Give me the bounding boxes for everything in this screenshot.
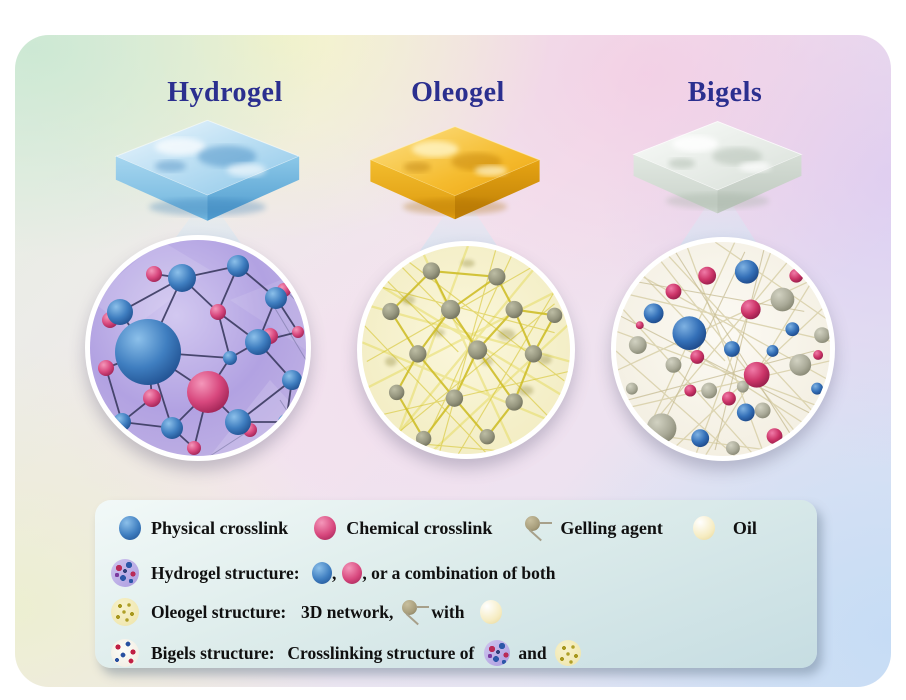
- hydrogel-row-label: Hydrogel structure:: [151, 562, 304, 583]
- bigels-network-illustration: [616, 242, 830, 456]
- oleogel-row-label: Oleogel structure:: [151, 601, 296, 622]
- bigels-row-label: Bigels structure:: [151, 642, 284, 663]
- bigels-structure-circle: [611, 237, 835, 461]
- chemical-crosslink-label: Chemical crosslink: [346, 517, 493, 538]
- oleogel-slab-illustration: [369, 126, 541, 220]
- hydrogel-row-suffix: , or a combination of both: [362, 562, 556, 583]
- bigels-row-oleogel-mini-icon: [554, 640, 581, 666]
- physical-crosslink-icon: [119, 516, 141, 540]
- hydrogel-row-comma: ,: [331, 562, 337, 583]
- oleogel-row-gelling-agent-icon: [399, 597, 431, 627]
- oleogel-structure-circle: [357, 241, 575, 459]
- hydrogel-structure-circle: [85, 235, 311, 461]
- bigels-structure-mini-icon: [111, 639, 139, 667]
- oleogel-network-illustration: [362, 246, 570, 454]
- legend-oleogel-row: Oleogel structure: 3D network, with: [95, 594, 817, 630]
- bigels-row-and-text: and: [518, 642, 547, 663]
- oleogel-row-oil-icon: [480, 600, 503, 624]
- hydrogel-slab-illustration: [114, 119, 301, 221]
- gelling-agent-head: [525, 516, 541, 531]
- gelling-agent-icon: [522, 513, 554, 543]
- gelling-agent-tail-diagonal: [529, 529, 543, 542]
- oleogel-row-with-text: with: [431, 601, 465, 622]
- gelling-agent-label: Gelling agent: [560, 517, 663, 538]
- figure-panel: Hydrogel Oleogel Bigels: [15, 35, 891, 687]
- oil-icon: [692, 516, 715, 540]
- hydrogel-row-pink-sphere-icon: [342, 562, 363, 584]
- gelling-agent-tail-diagonal: [406, 613, 420, 626]
- oil-label: Oil: [732, 517, 757, 538]
- bigels-row-prefix: Crosslinking structure of: [287, 642, 475, 663]
- legend-key-row: Physical crosslink Chemical crosslink Ge…: [95, 510, 817, 546]
- chemical-crosslink-icon: [314, 516, 337, 540]
- hydrogel-row-blue-sphere-icon: [311, 562, 332, 584]
- legend-box: Physical crosslink Chemical crosslink Ge…: [95, 500, 817, 668]
- legend-hydrogel-row: Hydrogel structure: , , or a combination…: [95, 555, 817, 591]
- hydrogel-structure-mini-icon: [111, 559, 139, 587]
- gelling-agent-head: [402, 600, 418, 615]
- oleogel-structure-mini-icon: [111, 598, 139, 626]
- gelling-agent-tail: [539, 522, 553, 524]
- hydrogel-title: Hydrogel: [167, 77, 283, 108]
- hydrogel-network-illustration: [90, 240, 306, 456]
- bigels-row-hydrogel-mini-icon: [484, 640, 511, 666]
- legend-bigels-row: Bigels structure: Crosslinking structure…: [95, 635, 817, 671]
- bigels-slab-illustration: [632, 120, 803, 214]
- oleogel-row-network-text: 3D network,: [301, 601, 394, 622]
- physical-crosslink-label: Physical crosslink: [151, 517, 289, 538]
- gelling-agent-tail: [416, 606, 430, 608]
- bigels-title: Bigels: [687, 77, 763, 108]
- oleogel-title: Oleogel: [411, 77, 505, 108]
